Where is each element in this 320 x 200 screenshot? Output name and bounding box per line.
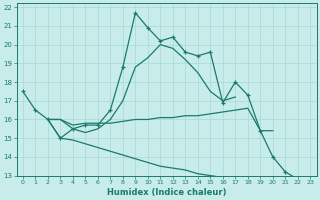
X-axis label: Humidex (Indice chaleur): Humidex (Indice chaleur) [107, 188, 226, 197]
